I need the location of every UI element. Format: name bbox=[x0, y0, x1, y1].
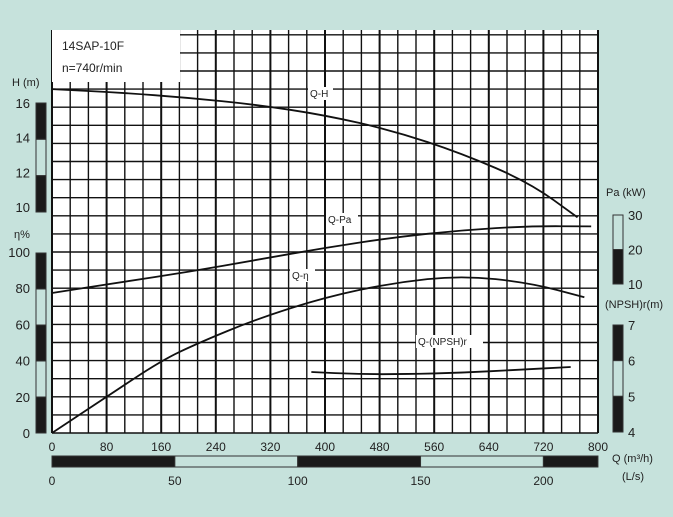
q-tick-label: 320 bbox=[260, 440, 280, 454]
curve-qh bbox=[51, 88, 579, 219]
eta-tick-label: 60 bbox=[16, 317, 30, 332]
eta-tick-label: 40 bbox=[16, 354, 30, 369]
ls-scale-bar bbox=[420, 455, 544, 468]
q-tick-label: 720 bbox=[533, 440, 553, 454]
npsh-scale-bar bbox=[612, 360, 624, 397]
ls-tick-label: 150 bbox=[411, 474, 431, 488]
h-tick-label: 10 bbox=[16, 200, 30, 215]
curve-qpa bbox=[51, 225, 592, 294]
ls-tick-label: 50 bbox=[168, 474, 182, 488]
speed-label: n=740r/min bbox=[62, 61, 122, 75]
npsh-axis-label: (NPSH)r(m) bbox=[605, 299, 663, 311]
eta-tick-label: 100 bbox=[8, 245, 30, 260]
pa-tick-label: 10 bbox=[628, 277, 642, 292]
grid bbox=[51, 30, 599, 434]
model-label: 14SAP-10F bbox=[62, 39, 124, 53]
curve-label: Q-(NPSH)r bbox=[418, 337, 468, 348]
h-axis-label: H (m) bbox=[12, 77, 40, 89]
pa-axis-label: Pa (kW) bbox=[606, 187, 646, 199]
eta-scale-bar bbox=[35, 396, 47, 434]
curve-label-bg bbox=[326, 213, 358, 226]
q-tick-label: 160 bbox=[151, 440, 171, 454]
q-tick-label: 560 bbox=[424, 440, 444, 454]
ls-scale-bar bbox=[542, 455, 599, 468]
curve-label-bg bbox=[290, 269, 315, 282]
ls-tick-label: 0 bbox=[49, 474, 56, 488]
npsh-scale-bar bbox=[612, 395, 624, 433]
q-tick-label: 640 bbox=[479, 440, 499, 454]
q-tick-label: 240 bbox=[206, 440, 226, 454]
eta-axis-label: η% bbox=[14, 229, 30, 241]
curves: Q-H Q-Pa Q-η Q-(NPSH)r bbox=[51, 87, 592, 434]
npsh-tick-label: 4 bbox=[628, 425, 635, 440]
pa-scale-bar bbox=[612, 249, 624, 285]
eta-scale-bar bbox=[35, 324, 47, 362]
curve-q bbox=[51, 276, 585, 434]
npsh-tick-label: 6 bbox=[628, 354, 635, 369]
curve-label: Q-η bbox=[292, 271, 309, 282]
npsh-tick-label: 5 bbox=[628, 389, 635, 404]
ls-scale-bar bbox=[174, 455, 299, 468]
pa-tick-label: 30 bbox=[628, 208, 642, 223]
q-axis-label: Q (m³/h) bbox=[612, 453, 653, 465]
curve-label: Q-Pa bbox=[328, 215, 352, 226]
info-box bbox=[52, 30, 180, 82]
h-tick-label: 16 bbox=[16, 96, 30, 111]
eta-scale-bar bbox=[35, 252, 47, 290]
q-tick-label: 80 bbox=[100, 440, 114, 454]
eta-tick-label: 20 bbox=[16, 390, 30, 405]
ls-tick-label: 100 bbox=[288, 474, 308, 488]
eta-scale-bar bbox=[35, 360, 47, 398]
pa-scale-bar bbox=[612, 214, 624, 250]
curve-label-bg bbox=[416, 335, 483, 348]
ls-scale-bar bbox=[297, 455, 422, 468]
npsh-scale-bar bbox=[612, 324, 624, 362]
npsh-tick-label: 7 bbox=[628, 318, 635, 333]
h-scale-bar bbox=[35, 102, 47, 140]
q-tick-label: 0 bbox=[49, 440, 56, 454]
eta-tick-label: 0 bbox=[23, 426, 30, 441]
q-tick-label: 400 bbox=[315, 440, 335, 454]
eta-tick-label: 80 bbox=[16, 281, 30, 296]
ls-tick-label: 200 bbox=[533, 474, 553, 488]
h-tick-label: 14 bbox=[16, 131, 30, 146]
curve-qnpshr bbox=[311, 366, 571, 376]
curve-label-bg bbox=[308, 87, 333, 100]
ls-axis-label: (L/s) bbox=[622, 471, 644, 483]
h-tick-label: 12 bbox=[16, 165, 30, 180]
q-tick-label: 800 bbox=[588, 440, 608, 454]
h-scale-bar bbox=[35, 138, 47, 177]
ls-scale-bar bbox=[51, 455, 176, 468]
curve-label: Q-H bbox=[310, 89, 328, 100]
eta-scale-bar bbox=[35, 288, 47, 326]
h-scale-bar bbox=[35, 175, 47, 213]
pa-tick-label: 20 bbox=[628, 243, 642, 258]
q-tick-label: 480 bbox=[370, 440, 390, 454]
